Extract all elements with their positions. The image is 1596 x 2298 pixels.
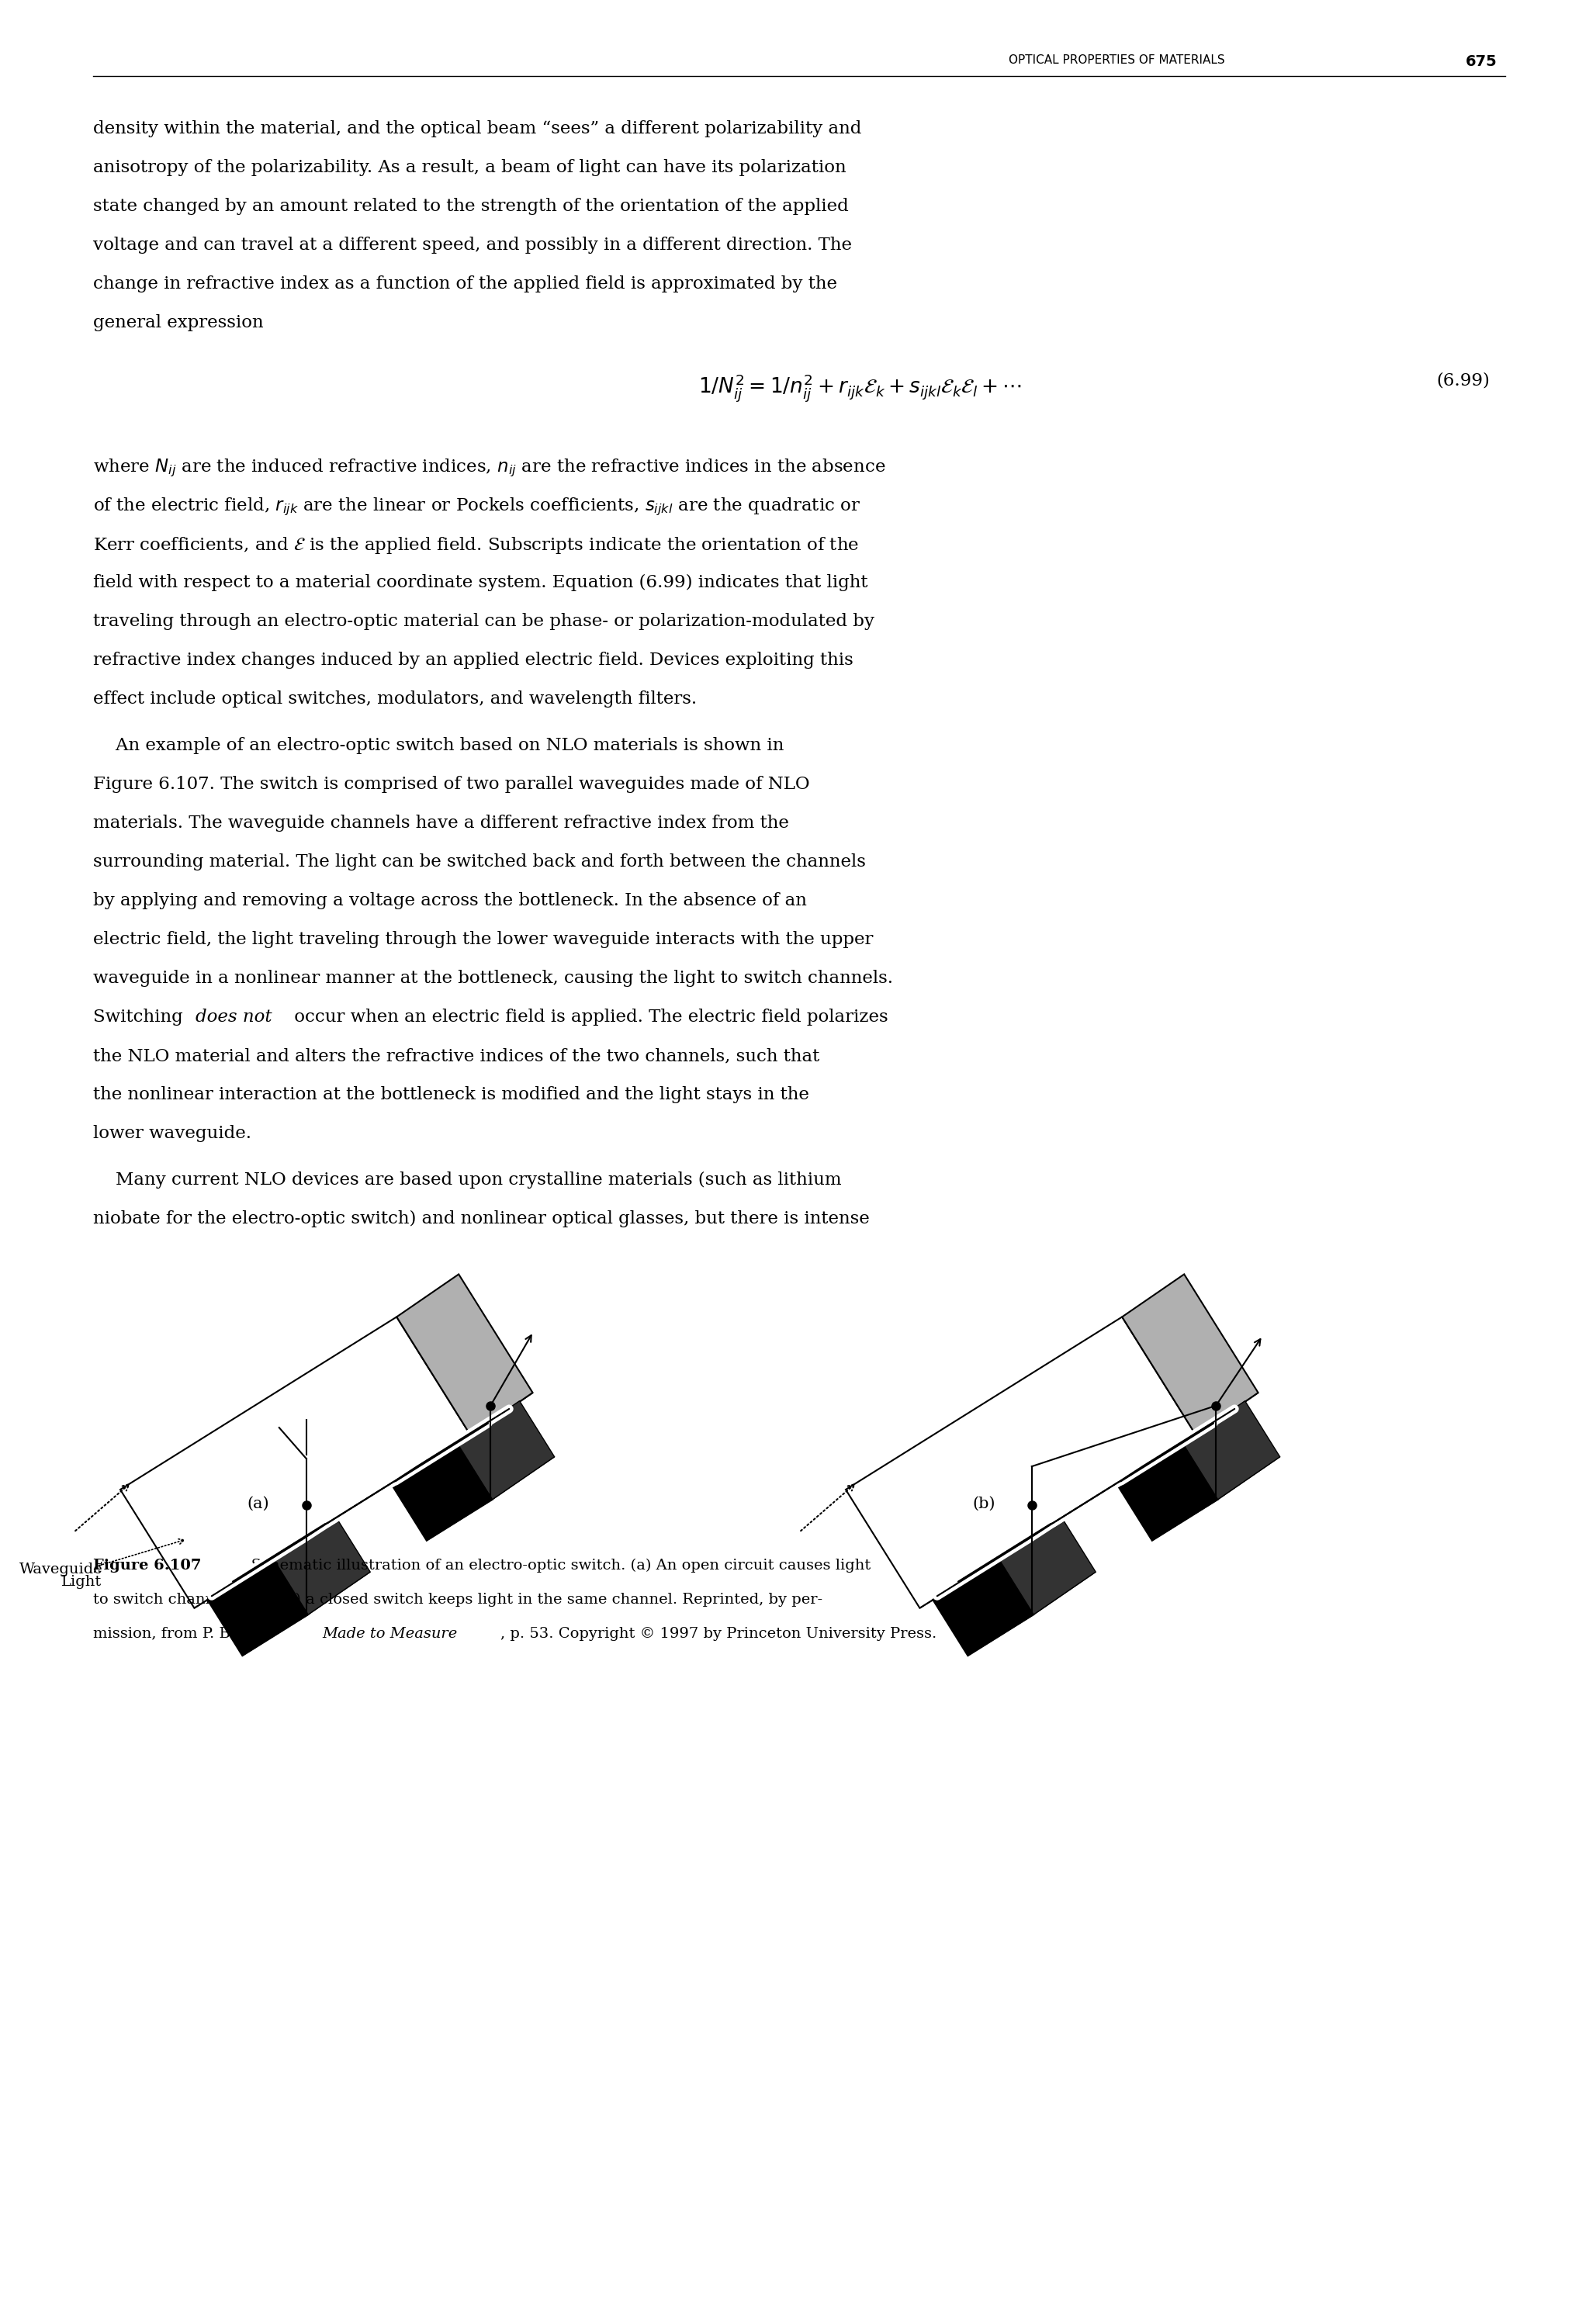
Text: traveling through an electro-optic material can be phase- or polarization-modula: traveling through an electro-optic mater… [93, 614, 875, 630]
Text: by applying and removing a voltage across the bottleneck. In the absence of an: by applying and removing a voltage acros… [93, 892, 808, 910]
Polygon shape [919, 1393, 1258, 1609]
Text: (b): (b) [972, 1496, 996, 1512]
Text: OPTICAL PROPERTIES OF MATERIALS: OPTICAL PROPERTIES OF MATERIALS [1009, 55, 1224, 67]
Text: field with respect to a material coordinate system. Equation (6.99) indicates th: field with respect to a material coordin… [93, 574, 868, 591]
Text: $1/N_{ij}^{2} = 1/n_{ij}^{2} + r_{ijk}\mathcal{E}_{k} + s_{ijkl}\mathcal{E}_{k}\: $1/N_{ij}^{2} = 1/n_{ij}^{2} + r_{ijk}\m… [699, 372, 1021, 402]
Polygon shape [243, 1572, 370, 1657]
Text: , p. 53. Copyright © 1997 by Princeton University Press.: , p. 53. Copyright © 1997 by Princeton U… [501, 1627, 937, 1641]
Text: effect include optical switches, modulators, and wavelength filters.: effect include optical switches, modulat… [93, 689, 697, 708]
Text: refractive index changes induced by an applied electric field. Devices exploitin: refractive index changes induced by an a… [93, 653, 854, 669]
Polygon shape [1117, 1443, 1218, 1540]
Text: Schematic illustration of an electro-optic switch. (a) An open circuit causes li: Schematic illustration of an electro-opt… [236, 1558, 871, 1572]
Text: materials. The waveguide channels have a different refractive index from the: materials. The waveguide channels have a… [93, 813, 788, 832]
Polygon shape [207, 1558, 308, 1657]
Text: the NLO material and alters the refractive indices of the two channels, such tha: the NLO material and alters the refracti… [93, 1048, 819, 1064]
Text: Switching: Switching [93, 1009, 188, 1025]
Text: Many current NLO devices are based upon crystalline materials (such as lithium: Many current NLO devices are based upon … [93, 1172, 841, 1188]
Text: Figure 6.107. The switch is comprised of two parallel waveguides made of NLO: Figure 6.107. The switch is comprised of… [93, 777, 809, 793]
Text: An example of an electro-optic switch based on NLO materials is shown in: An example of an electro-optic switch ba… [93, 738, 784, 754]
Text: 675: 675 [1465, 55, 1497, 69]
Text: lower waveguide.: lower waveguide. [93, 1126, 252, 1142]
Text: (6.99): (6.99) [1436, 372, 1489, 388]
Polygon shape [391, 1443, 493, 1540]
Text: surrounding material. The light can be switched back and forth between the chann: surrounding material. The light can be s… [93, 853, 865, 871]
Text: of the electric field, $r_{ijk}$ are the linear or Pockels coefficients, $s_{ijk: of the electric field, $r_{ijk}$ are the… [93, 496, 860, 517]
Text: density within the material, and the optical beam “sees” a different polarizabil: density within the material, and the opt… [93, 119, 862, 138]
Text: Waveguide: Waveguide [19, 1563, 104, 1576]
Text: Light: Light [61, 1574, 102, 1588]
Text: the nonlinear interaction at the bottleneck is modified and the light stays in t: the nonlinear interaction at the bottlen… [93, 1087, 809, 1103]
Text: change in refractive index as a function of the applied field is approximated by: change in refractive index as a function… [93, 276, 838, 292]
Text: electric field, the light traveling through the lower waveguide interacts with t: electric field, the light traveling thro… [93, 931, 873, 949]
Text: does not: does not [196, 1009, 271, 1025]
Text: waveguide in a nonlinear manner at the bottleneck, causing the light to switch c: waveguide in a nonlinear manner at the b… [93, 970, 894, 986]
Text: voltage and can travel at a different speed, and possibly in a different directi: voltage and can travel at a different sp… [93, 237, 852, 253]
Polygon shape [1122, 1275, 1258, 1436]
Polygon shape [1152, 1457, 1280, 1540]
Polygon shape [458, 1402, 554, 1501]
Polygon shape [273, 1517, 370, 1615]
Polygon shape [846, 1317, 1195, 1609]
Polygon shape [426, 1457, 554, 1540]
Text: (a): (a) [247, 1496, 270, 1512]
Text: occur when an electric field is applied. The electric field polarizes: occur when an electric field is applied.… [289, 1009, 887, 1025]
Text: anisotropy of the polarizability. As a result, a beam of light can have its pola: anisotropy of the polarizability. As a r… [93, 159, 846, 177]
Text: Figure 6.107: Figure 6.107 [93, 1558, 201, 1572]
Polygon shape [999, 1517, 1096, 1615]
Text: Made to Measure: Made to Measure [322, 1627, 456, 1641]
Polygon shape [1183, 1402, 1280, 1501]
Text: niobate for the electro-optic switch) and nonlinear optical glasses, but there i: niobate for the electro-optic switch) an… [93, 1211, 870, 1227]
Polygon shape [195, 1393, 533, 1609]
Polygon shape [120, 1317, 471, 1609]
Text: state changed by an amount related to the strength of the orientation of the app: state changed by an amount related to th… [93, 198, 849, 216]
Text: mission, from P. Ball,: mission, from P. Ball, [93, 1627, 259, 1641]
Text: Kerr coefficients, and $\mathcal{E}$ is the applied field. Subscripts indicate t: Kerr coefficients, and $\mathcal{E}$ is … [93, 535, 859, 556]
Polygon shape [397, 1275, 533, 1436]
Polygon shape [934, 1558, 1034, 1657]
Text: to switch channels, and (b) a closed switch keeps light in the same channel. Rep: to switch channels, and (b) a closed swi… [93, 1593, 822, 1606]
Polygon shape [967, 1572, 1096, 1657]
Text: general expression: general expression [93, 315, 263, 331]
Text: where $N_{ij}$ are the induced refractive indices, $n_{ij}$ are the refractive i: where $N_{ij}$ are the induced refractiv… [93, 457, 886, 478]
